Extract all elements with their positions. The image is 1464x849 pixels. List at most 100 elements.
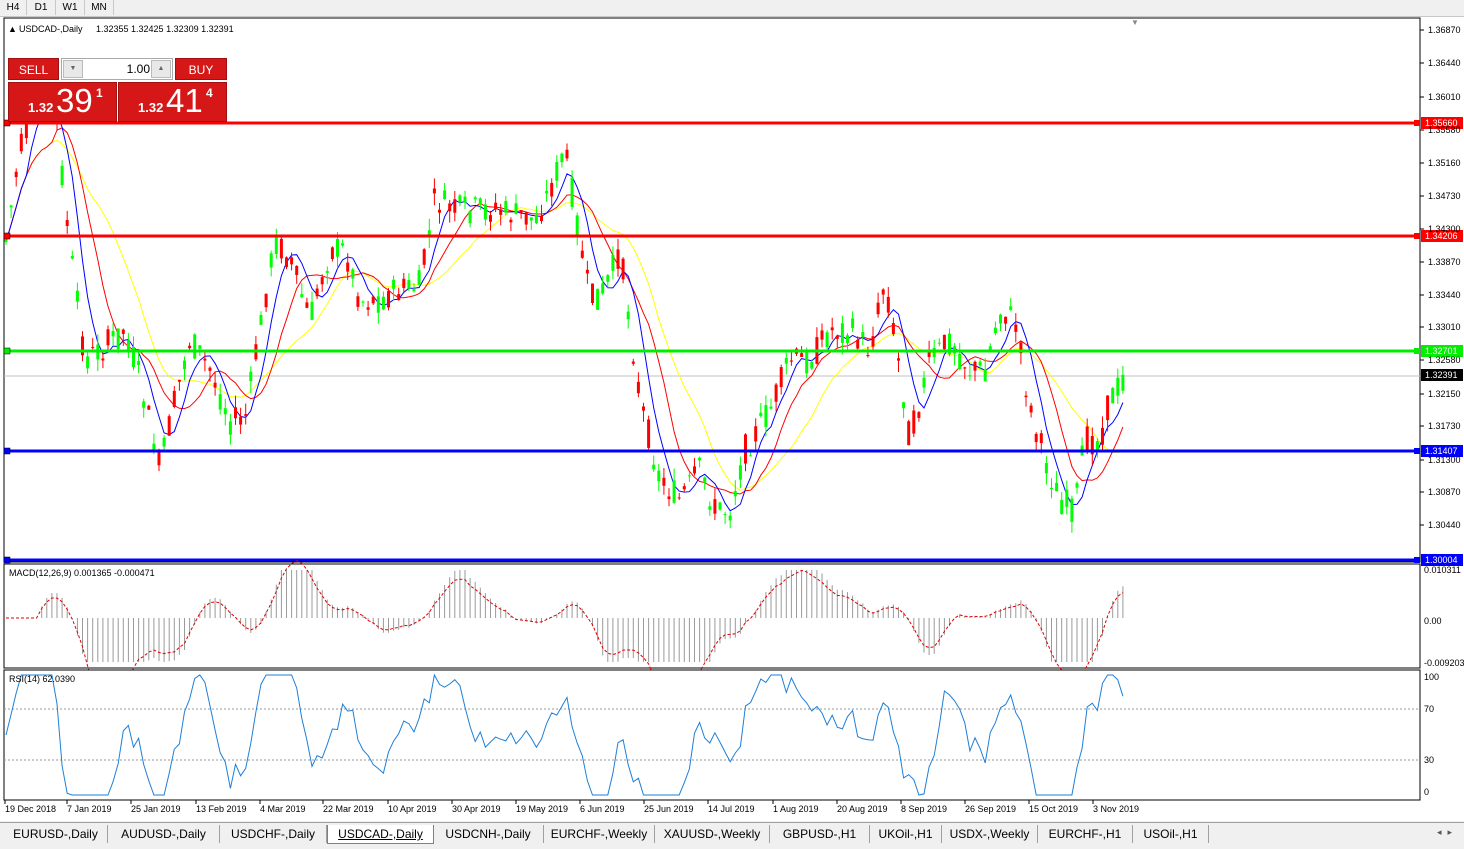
candle-body (172, 390, 176, 407)
level-handle-icon[interactable] (3, 347, 11, 355)
candle-body (524, 212, 528, 225)
macd-pane[interactable]: MACD(12,26,9) 0.001365 -0.000471 (3, 560, 1421, 708)
price-tick-label: 1.36870 (1428, 25, 1461, 35)
level-handle-icon[interactable] (3, 556, 11, 564)
level-handle-icon[interactable] (1414, 448, 1420, 454)
candle-body (315, 288, 319, 297)
chart-tab[interactable]: EURCHF-,H1 (1038, 825, 1133, 843)
chart-tab[interactable]: AUDUSD-,Daily (108, 825, 220, 843)
candle-body (1095, 441, 1099, 451)
chart-tab[interactable]: GBPUSD-,H1 (770, 825, 870, 843)
ma-mid-line (5, 127, 1124, 495)
candle-body (907, 421, 911, 446)
candle-body (1111, 388, 1115, 404)
buy-quote[interactable]: 1.32 41 4 (118, 82, 227, 122)
candle-body (483, 204, 487, 220)
buy-price-prefix: 1.32 (138, 100, 164, 115)
rsi-pane[interactable]: RSI(14) 62.0390 (3, 669, 1421, 801)
level-handle-icon[interactable] (3, 119, 11, 127)
candle-body (417, 270, 421, 285)
timeframe-d1[interactable]: D1 (27, 0, 56, 15)
candle-body (126, 340, 130, 353)
candle-body (820, 330, 824, 340)
candle-body (86, 356, 90, 369)
candle-body (167, 416, 171, 436)
level-handle-icon[interactable] (1414, 120, 1420, 126)
buy-button[interactable]: BUY (175, 58, 227, 80)
candle-body (402, 278, 406, 288)
candle-body (1106, 395, 1110, 421)
candle-body (534, 215, 538, 224)
candle-body (427, 230, 431, 238)
chart-tab[interactable]: UKOil-,H1 (870, 825, 942, 843)
chart-area[interactable]: 1.35660 1.34206 1.32701 1.31407 1.30004 ▲ US… (0, 17, 1464, 821)
candle-body (672, 480, 676, 503)
date-tick-label: 30 Apr 2019 (452, 804, 501, 814)
candle-body (744, 434, 747, 464)
date-tick-label: 13 Feb 2019 (196, 804, 247, 814)
candle-body (346, 262, 350, 272)
candle-body (1060, 499, 1064, 514)
increase-lot-icon[interactable]: ▲ (151, 60, 171, 78)
candle-body (779, 367, 783, 388)
level-handle-icon[interactable] (1414, 557, 1420, 563)
timeframe-w1[interactable]: W1 (56, 0, 85, 15)
chart-tab[interactable]: USOil-,H1 (1133, 825, 1209, 843)
level-handle-icon[interactable] (1414, 348, 1420, 354)
rsi-scale-label: 70 (1424, 704, 1434, 714)
lot-size-input[interactable] (86, 59, 150, 79)
date-tick-label: 19 May 2019 (516, 804, 568, 814)
level-price-tag (1421, 445, 1463, 457)
candle-body (137, 361, 141, 365)
chart-tab[interactable]: USDCNH-,Daily (433, 825, 544, 843)
main-price-pane[interactable]: 1.35660 1.34206 1.32701 1.31407 1.30004 ▲ US… (3, 17, 1463, 566)
candle-body (132, 347, 135, 368)
chart-tab[interactable]: EURUSD-,Daily (4, 825, 108, 843)
chart-tab[interactable]: USDCAD-,Daily (327, 825, 434, 844)
rsi-scale-label: 30 (1424, 755, 1434, 765)
candle-body (636, 381, 640, 394)
candle-body (1044, 463, 1048, 474)
candle-body (897, 358, 900, 361)
candle-body (234, 407, 237, 419)
candle-body (611, 254, 615, 271)
chart-tab[interactable]: XAUUSD-,Weekly (655, 825, 770, 843)
candle-body (973, 361, 977, 371)
candle-body (188, 345, 192, 349)
horizontal-levels[interactable]: 1.35660 1.34206 1.32701 1.31407 1.30004 (3, 117, 1463, 566)
timeframe-h4[interactable]: H4 (0, 0, 27, 15)
level-price-tag (1421, 554, 1463, 566)
candle-body (438, 209, 441, 213)
level-handle-icon[interactable] (1414, 233, 1420, 239)
candle-body (300, 294, 304, 298)
chart-tab[interactable]: USDCHF-,Daily (220, 825, 327, 843)
decrease-lot-icon[interactable]: ▼ (63, 60, 83, 78)
lot-size-stepper[interactable]: ▼ ▲ (61, 58, 173, 80)
level-price-label: 1.30004 (1425, 555, 1458, 565)
date-tick-label: 1 Aug 2019 (773, 804, 819, 814)
sell-quote[interactable]: 1.32 39 1 (8, 82, 117, 122)
macd-scale-label: 0.00 (1424, 616, 1442, 626)
chart-tab[interactable]: USDX-,Weekly (942, 825, 1038, 843)
candle-body (183, 360, 186, 370)
candle-body (162, 437, 166, 447)
tab-scroll-arrows-icon[interactable]: ◂▸ (1436, 827, 1458, 837)
candle-body (585, 269, 589, 274)
candle-body (285, 257, 288, 268)
chart-shift-marker-icon[interactable]: ▼ (1131, 18, 1139, 27)
candle-body (840, 323, 844, 343)
candle-body (550, 182, 554, 197)
level-handle-icon[interactable] (3, 232, 11, 240)
sell-button[interactable]: SELL (8, 58, 59, 80)
chart-tab[interactable]: EURCHF-,Weekly (544, 825, 655, 843)
level-handle-icon[interactable] (3, 447, 11, 455)
candle-body (642, 406, 645, 411)
collapse-icon[interactable]: ▲ (8, 24, 17, 34)
candle-body (917, 412, 921, 418)
candle-body (264, 293, 268, 308)
candle-body (366, 307, 370, 310)
candle-body (432, 188, 436, 194)
candle-body (830, 327, 834, 331)
timeframe-mn[interactable]: MN (85, 0, 114, 15)
